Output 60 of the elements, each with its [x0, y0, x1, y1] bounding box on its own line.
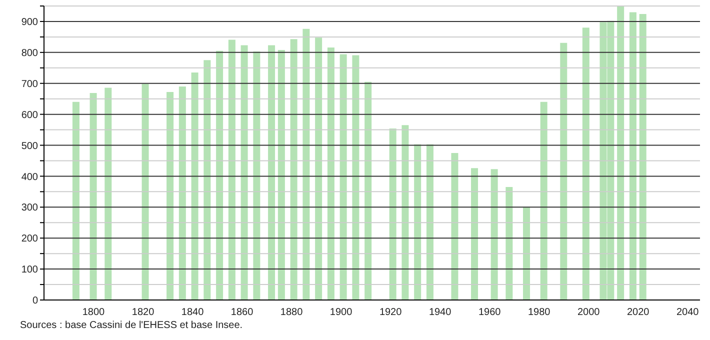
bar	[582, 28, 590, 300]
bar	[389, 128, 396, 300]
bar	[506, 187, 513, 300]
bar	[278, 50, 285, 300]
x-tick-label: 1980	[528, 307, 551, 318]
y-tick-label: 200	[21, 234, 38, 245]
x-tick-label: 1820	[132, 307, 155, 318]
bar	[178, 86, 186, 300]
bar	[540, 102, 548, 300]
x-tick-label: 1880	[280, 307, 304, 318]
y-tick-label: 800	[21, 48, 38, 59]
bar	[352, 55, 360, 300]
bar	[490, 169, 498, 300]
y-tick-label: 600	[21, 110, 38, 121]
y-tick-label: 100	[21, 264, 38, 276]
bar	[90, 92, 97, 300]
bar	[560, 42, 568, 300]
x-tick-label: 1860	[230, 307, 254, 318]
bar	[104, 88, 112, 300]
x-tick-label: 1960	[478, 307, 502, 318]
bar	[142, 84, 149, 300]
bar	[216, 50, 224, 300]
bar	[327, 47, 334, 300]
x-tick-label: 1920	[379, 307, 402, 318]
y-tick-label: 300	[21, 202, 38, 214]
bar	[268, 45, 276, 300]
bar	[340, 54, 347, 300]
bar	[72, 102, 80, 300]
bar	[364, 82, 372, 300]
bar	[228, 40, 236, 300]
y-tick-label: 0	[32, 296, 38, 307]
y-tick-label: 700	[21, 78, 38, 90]
bar	[471, 168, 478, 300]
bar	[166, 92, 174, 300]
x-tick-label: 1940	[428, 307, 452, 318]
bar	[290, 39, 298, 300]
bar	[253, 51, 260, 300]
y-tick-label: 400	[21, 172, 38, 183]
bar	[191, 72, 198, 300]
bar	[523, 206, 530, 300]
bar	[402, 125, 409, 300]
bar	[414, 144, 422, 300]
x-tick-label: 1900	[330, 307, 353, 318]
bar	[302, 28, 310, 300]
bar	[629, 12, 636, 300]
bar	[240, 45, 248, 300]
bar	[315, 38, 322, 300]
y-tick-label: 900	[21, 17, 38, 28]
source-note: Sources : base Cassini de l'EHESS et base Insee.	[20, 320, 243, 331]
x-tick-label: 1800	[82, 307, 106, 318]
bar	[204, 60, 211, 300]
x-tick-label: 2020	[626, 307, 650, 318]
bar	[639, 14, 646, 300]
x-tick-label: 1840	[181, 307, 204, 318]
x-tick-label: 2040	[676, 307, 700, 318]
bar	[617, 6, 624, 300]
bar	[426, 144, 434, 300]
x-tick-label: 2000	[577, 307, 600, 318]
bar	[451, 153, 458, 300]
y-tick-label: 500	[21, 140, 38, 152]
